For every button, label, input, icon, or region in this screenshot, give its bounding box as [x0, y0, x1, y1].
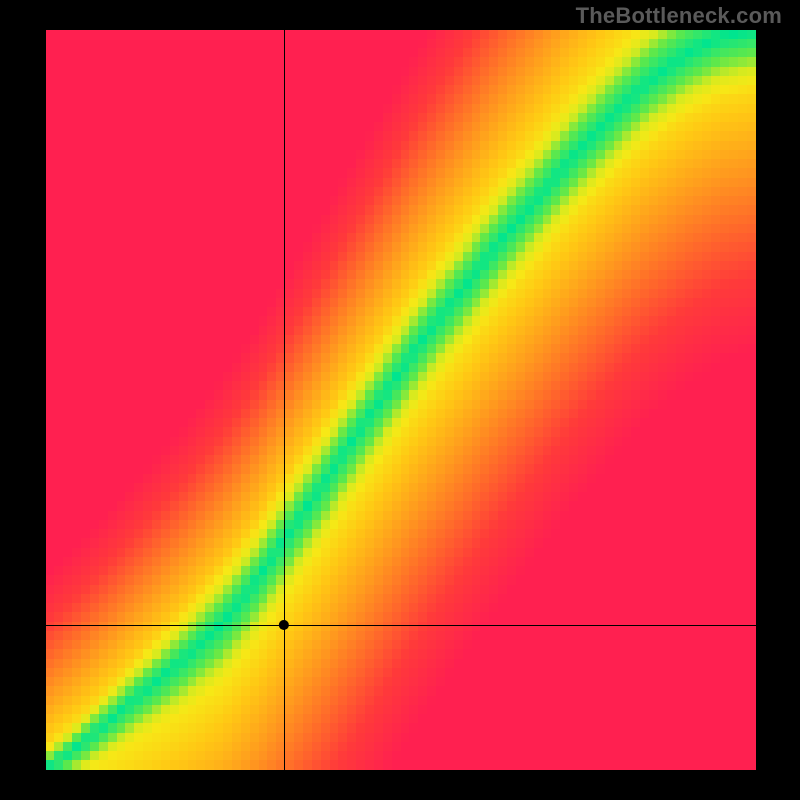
- watermark-text: TheBottleneck.com: [576, 3, 782, 29]
- bottleneck-heatmap: [46, 30, 756, 770]
